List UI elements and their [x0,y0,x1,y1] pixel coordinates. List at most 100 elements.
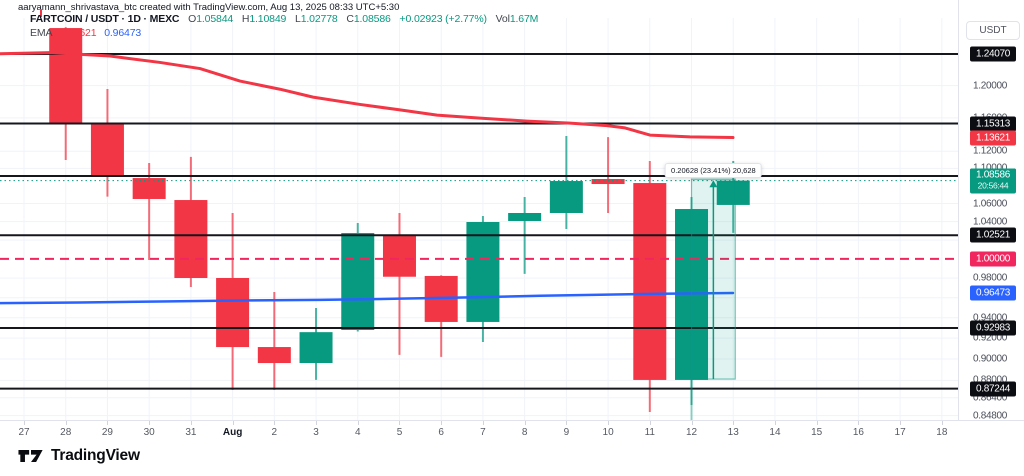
time-tickmark [941,421,943,425]
candle-body-31[interactable] [174,200,208,278]
price-tick-1.04000: 1.04000 [973,216,1008,228]
tradingview-logo[interactable]: TradingView [18,446,140,466]
ema-blue-value: 0.96473 [104,27,142,39]
close-label: C [346,13,354,25]
time-tickmark [65,421,67,425]
candle-body-Aug[interactable] [216,277,250,348]
ema-red-value: 1.13621 [59,27,97,39]
candle-body-13[interactable] [716,180,750,205]
level-price-label-1.02521: 1.02521 [970,227,1016,243]
level-price-label-1.24070: 1.24070 [970,46,1016,62]
time-tick-29: 29 [101,427,113,438]
price-tick-1.12000: 1.12000 [973,145,1008,157]
time-tick-8: 8 [521,427,528,438]
close-value: 1.08586 [353,13,391,25]
time-tick-17: 17 [894,427,906,438]
candle-body-4[interactable] [341,233,375,331]
open-label: O [188,13,197,25]
time-tick-15: 15 [811,427,823,438]
chart-legend: FARTCOIN / USDT · 1D · MEXC O1.05844 H1.… [30,12,538,40]
time-tickmark [816,421,818,425]
high-value: 1.10849 [249,13,287,25]
time-tick-2: 2 [271,427,278,438]
price-tick-0.84800: 0.84800 [973,410,1008,422]
ema-indicator-label[interactable]: EMA [30,27,52,39]
time-tick-12: 12 [685,427,698,438]
time-tick-16: 16 [852,427,864,438]
tradingview-logo-icon [18,449,43,463]
volume-label: Vol [495,13,510,25]
time-tick-27: 27 [18,427,30,438]
price-tick-1.20000: 1.20000 [973,80,1008,92]
time-tickmark [900,421,902,425]
time-tick-6: 6 [438,427,444,438]
time-tickmark [649,421,651,425]
time-tick-9: 9 [563,427,570,438]
candle-body-11[interactable] [633,183,667,380]
measure-arrow-head [709,180,718,188]
candle-body-5[interactable] [382,234,416,277]
candle-body-29[interactable] [90,123,124,176]
current-price-label: 1.08586 20:56:44 [970,168,1016,194]
time-axis[interactable]: 27 28 29 30 31 Aug 2 3 4 5 6 7 8 9 10 11 12 13 14 15 16 17 18 [0,420,1024,441]
candle-body-8[interactable] [508,212,542,221]
candle-body-3[interactable] [299,332,333,364]
measure-tooltip: 0.20628 (23.41%) 20,628 [665,163,762,179]
candle-body-2[interactable] [257,347,291,364]
time-tick-10: 10 [602,427,614,438]
time-tickmark [566,421,568,425]
price-axis[interactable]: 1.200001.160001.120001.100001.060001.040… [958,0,1024,440]
candle-body-9[interactable] [549,181,583,213]
time-tickmark [441,421,443,425]
currency-unit-button[interactable]: USDT [966,21,1020,40]
time-tickmark [107,421,109,425]
price-tick-0.92000: 0.92000 [973,332,1008,344]
price-tick-0.86400: 0.86400 [973,392,1008,404]
candle-body-28[interactable] [49,28,83,124]
change-value: +0.02923 (+2.77%) [399,13,488,25]
candle-body-7[interactable] [466,221,500,322]
time-tick-Aug: Aug [222,427,243,438]
time-tick-28: 28 [60,427,72,438]
high-label: H [241,13,250,25]
time-tick-5: 5 [396,427,403,438]
time-tickmark [316,421,318,425]
price-tick-0.90000: 0.90000 [973,353,1008,365]
time-tick-13: 13 [727,427,739,438]
candle-body-10[interactable] [591,179,625,185]
time-tickmark [691,421,693,425]
time-tick-14: 14 [769,427,781,438]
time-tickmark [149,421,151,425]
level-price-label-0.87244: 0.87244 [970,381,1016,397]
low-label: L [295,13,301,25]
open-value: 1.05844 [196,13,234,25]
ema-blue-line[interactable] [0,291,735,305]
time-tick-4: 4 [354,427,361,438]
time-tickmark [858,421,860,425]
time-tickmark [274,421,276,425]
tradingview-logo-text: TradingView [51,447,140,464]
attribution-text: aaryamann_shrivastava_btc created with T… [18,2,400,13]
level-price-label-0.92983: 0.92983 [970,320,1016,336]
candlestick-chart[interactable] [0,0,1024,440]
candle-body-30[interactable] [132,178,166,199]
legend-indicator-row[interactable]: EMA 1.13621 0.96473 [30,26,538,40]
ema-red-price-label: 1.13621 [970,130,1016,146]
symbol-title[interactable]: FARTCOIN / USDT · 1D · MEXC [30,13,180,25]
time-tickmark [357,421,359,425]
ema-red-line[interactable] [0,51,735,140]
legend-symbol-row[interactable]: FARTCOIN / USDT · 1D · MEXC O1.05844 H1.… [30,12,538,26]
unit-price-label: 1.00000 [970,251,1016,267]
volume-value: 1.67M [509,13,539,25]
time-tickmark [399,421,401,425]
time-tick-31: 31 [185,427,197,438]
level-price-label-1.15313: 1.15313 [970,116,1016,131]
ema-blue-price-label: 0.96473 [970,285,1016,301]
cursor-mark [40,10,42,17]
time-tick-3: 3 [313,427,319,438]
time-tickmark [608,421,610,425]
time-tickmark [190,421,192,425]
time-tick-30: 30 [143,427,155,438]
price-tick-0.88000: 0.88000 [973,375,1007,386]
